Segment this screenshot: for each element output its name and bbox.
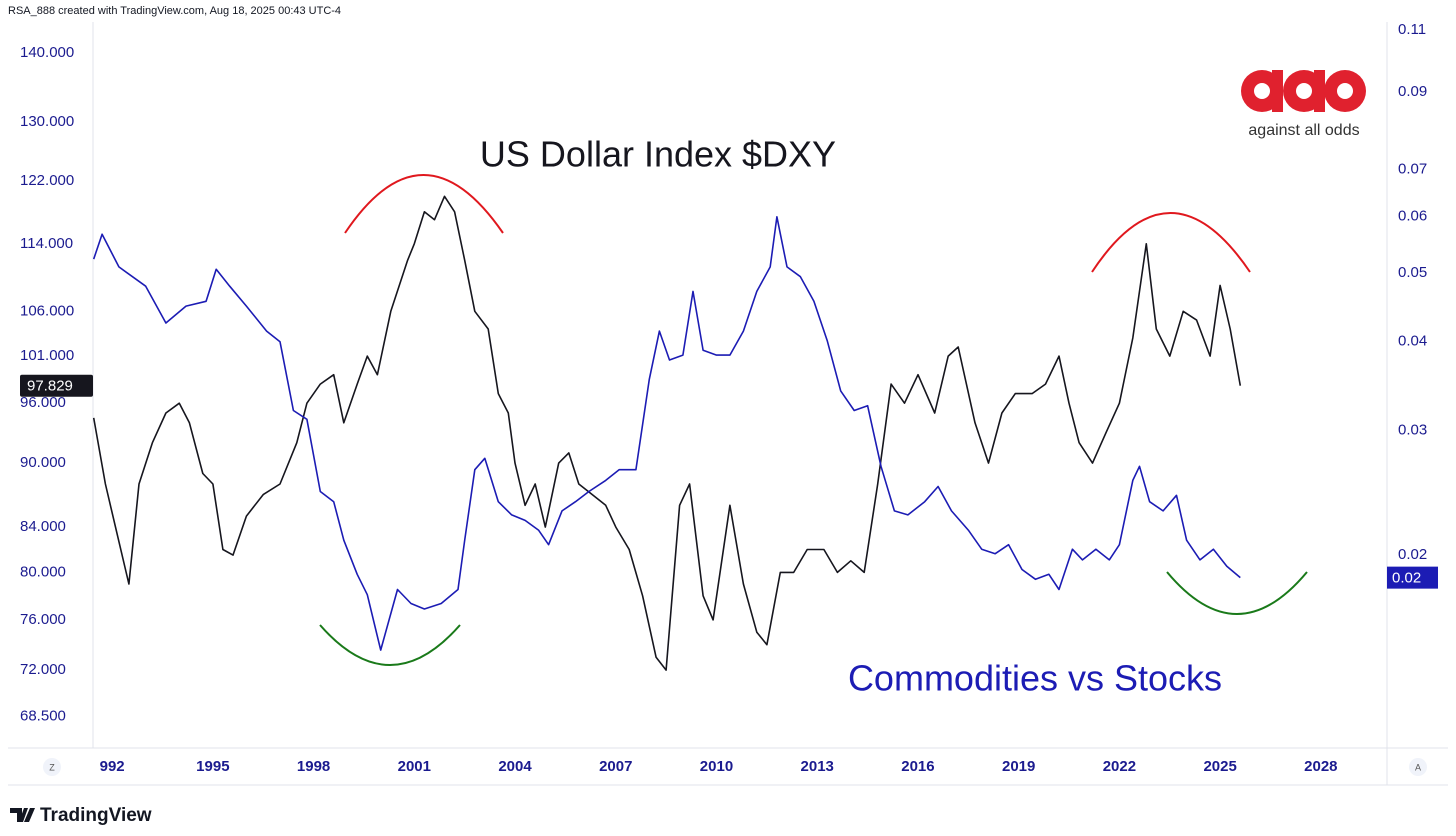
y-tick-label: 140.000 xyxy=(20,44,74,61)
z-button[interactable] xyxy=(43,758,61,776)
y2-tick-label: 0.06 xyxy=(1398,208,1427,225)
x-tick-label: 2025 xyxy=(1203,758,1236,775)
footer-brand: TradingView xyxy=(40,805,152,826)
last-value-box xyxy=(20,374,93,397)
y2-tick-label: 0.04 xyxy=(1398,333,1427,350)
y-tick-label: 80.000 xyxy=(20,563,66,580)
x-tick-label: 2028 xyxy=(1304,758,1337,775)
a-button[interactable] xyxy=(1409,758,1427,776)
red-arc xyxy=(344,174,504,234)
x-tick-label: 1995 xyxy=(196,758,229,775)
y-tick-label: 96.000 xyxy=(20,394,66,411)
x-tick-label: 2016 xyxy=(901,758,934,775)
y2-tick-label: 0.09 xyxy=(1398,83,1427,100)
green-arc xyxy=(319,624,461,666)
y-tick-label: 106.000 xyxy=(20,302,74,319)
x-tick-label: 2001 xyxy=(398,758,431,775)
y2-tick-label: 0.05 xyxy=(1398,264,1427,281)
y-tick-label: 130.000 xyxy=(20,113,74,130)
y2-tick-label: 0.03 xyxy=(1398,421,1427,438)
tradingview-logo xyxy=(10,808,35,822)
annotation: US Dollar Index $DXY xyxy=(480,134,836,175)
series-line xyxy=(92,216,1241,651)
x-tick-label: 1998 xyxy=(297,758,330,775)
y2-tick-label: 0.07 xyxy=(1398,160,1427,177)
green-arc xyxy=(1166,571,1308,615)
red-arc xyxy=(1091,212,1251,273)
y-tick-label: 84.000 xyxy=(20,518,66,535)
logo xyxy=(1241,70,1366,112)
last-value-label: 0.02 xyxy=(1392,570,1421,587)
y-tick-label: 90.000 xyxy=(20,454,66,471)
y-tick-label: 122.000 xyxy=(20,172,74,189)
last-value-box xyxy=(1387,566,1438,589)
a-button-label[interactable]: A xyxy=(1415,762,1421,772)
z-button-label[interactable]: Z xyxy=(49,762,55,772)
last-value-label: 97.829 xyxy=(27,378,73,395)
x-tick-label: 2007 xyxy=(599,758,632,775)
x-tick-label: 2022 xyxy=(1103,758,1136,775)
y2-tick-label: 0.11 xyxy=(1398,21,1426,38)
header: RSA_888 created with TradingView.com, Au… xyxy=(8,5,341,17)
y-tick-label: 68.500 xyxy=(20,707,66,724)
y2-tick-label: 0.02 xyxy=(1398,546,1427,563)
x-tick-label: 2013 xyxy=(801,758,834,775)
y-tick-label: 114.000 xyxy=(20,235,73,252)
y-tick-label: 72.000 xyxy=(20,661,66,678)
series-line xyxy=(92,195,1242,671)
annotation: Commodities vs Stocks xyxy=(848,658,1222,699)
x-tick-label: 992 xyxy=(100,758,125,775)
x-tick-label: 2004 xyxy=(498,758,532,775)
x-tick-label: 2010 xyxy=(700,758,733,775)
y-tick-label: 101.000 xyxy=(20,347,74,364)
x-tick-label: 2019 xyxy=(1002,758,1035,775)
y-tick-label: 76.000 xyxy=(20,611,66,628)
logo-text: against all odds xyxy=(1248,122,1359,139)
